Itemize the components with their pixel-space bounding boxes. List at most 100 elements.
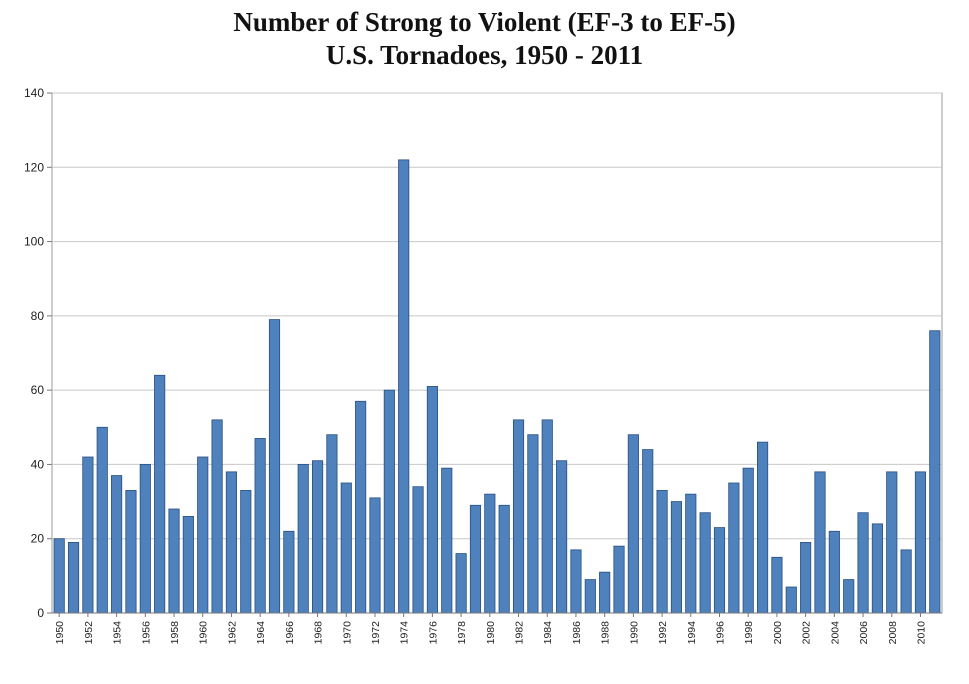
bar-2005 bbox=[843, 579, 855, 614]
y-axis: 0 20 40 60 80 100 120 140 bbox=[24, 86, 52, 620]
bar-1959 bbox=[182, 516, 194, 614]
x-tick-label: 2004 bbox=[829, 621, 841, 645]
bar-1955 bbox=[125, 490, 137, 614]
bar-1971 bbox=[355, 400, 367, 614]
x-tick-label: 2002 bbox=[801, 621, 813, 645]
x-tick-label: 1964 bbox=[255, 621, 267, 645]
bar-1952 bbox=[82, 456, 94, 614]
x-tick-label: 2000 bbox=[772, 621, 784, 645]
x-tick-label: 1992 bbox=[657, 621, 669, 645]
bar-1977 bbox=[441, 467, 453, 614]
x-tick-label: 1976 bbox=[427, 621, 439, 645]
x-tick-label: 1994 bbox=[686, 621, 698, 645]
bar-1994 bbox=[685, 493, 697, 614]
bar-1966 bbox=[283, 530, 295, 614]
x-tick-label: 1952 bbox=[83, 621, 95, 645]
bar-1954 bbox=[111, 475, 123, 614]
bar-1976 bbox=[426, 386, 438, 614]
bar-1990 bbox=[627, 434, 639, 614]
x-tick-label: 1984 bbox=[542, 621, 554, 645]
bar-1978 bbox=[455, 553, 467, 614]
y-tick-label: 40 bbox=[31, 457, 45, 471]
x-tick-label: 1998 bbox=[743, 621, 755, 645]
bar-1973 bbox=[383, 389, 395, 614]
chart-subtitle: U.S. Tornadoes, 1950 - 2011 bbox=[325, 40, 644, 70]
bar-1996 bbox=[713, 527, 726, 614]
bar-1991 bbox=[642, 449, 654, 614]
bar-1956 bbox=[139, 464, 151, 614]
bar-1953 bbox=[96, 426, 108, 614]
bar-1979 bbox=[469, 504, 482, 614]
bar-1986 bbox=[570, 549, 582, 614]
x-tick-label: 1958 bbox=[169, 621, 181, 645]
bar-1950 bbox=[53, 538, 65, 614]
bar-2004 bbox=[828, 530, 840, 614]
bar-2003 bbox=[814, 471, 826, 614]
bar-1989 bbox=[613, 545, 625, 614]
bar-1980 bbox=[484, 493, 496, 614]
bars bbox=[53, 159, 941, 614]
bar-2000 bbox=[771, 556, 783, 614]
bar-1998 bbox=[742, 467, 754, 614]
x-axis: 1950 1952 1954 1956 1958 1960 1962 1964 1966 1968… bbox=[52, 612, 942, 645]
chart-title: Number of Strong to Violent (EF-3 to EF-… bbox=[233, 7, 736, 37]
bar-1984 bbox=[541, 419, 553, 614]
x-tick-label: 1978 bbox=[456, 621, 468, 645]
bar-1995 bbox=[699, 512, 711, 614]
x-tick-label: 1990 bbox=[628, 621, 640, 645]
x-tick-label: 1988 bbox=[600, 621, 612, 645]
bar-1987 bbox=[584, 579, 596, 614]
bar-1974 bbox=[398, 159, 410, 614]
bar-1972 bbox=[369, 497, 381, 614]
bar-1981 bbox=[498, 504, 510, 614]
y-tick-label: 20 bbox=[31, 532, 45, 546]
x-tick-label: 1962 bbox=[226, 621, 238, 645]
bar-1961 bbox=[211, 419, 223, 614]
x-tick-label: 1966 bbox=[284, 621, 296, 645]
y-tick-label: 140 bbox=[24, 86, 44, 100]
bar-2007 bbox=[871, 523, 883, 614]
bar-2009 bbox=[900, 549, 912, 614]
bar-1957 bbox=[154, 374, 166, 614]
bar-2006 bbox=[857, 512, 869, 614]
bar-1985 bbox=[556, 460, 568, 614]
x-tick-label: 1972 bbox=[370, 621, 382, 645]
bar-1970 bbox=[340, 482, 352, 614]
bar-2008 bbox=[886, 471, 898, 614]
x-tick-label: 1986 bbox=[571, 621, 583, 645]
x-tick-label: 1956 bbox=[140, 621, 152, 645]
y-tick-label: 120 bbox=[24, 160, 44, 174]
chart-title-block: Number of Strong to Violent (EF-3 to EF-… bbox=[0, 6, 969, 72]
x-tick-label: 2006 bbox=[858, 621, 870, 645]
bar-1969 bbox=[326, 434, 338, 614]
x-tick-label: 1996 bbox=[715, 621, 727, 645]
x-tick-label: 1954 bbox=[112, 621, 124, 645]
bar-1962 bbox=[225, 471, 238, 614]
y-tick-label: 0 bbox=[37, 606, 44, 620]
bar-1951 bbox=[67, 542, 80, 614]
bar-1982 bbox=[512, 419, 525, 614]
bar-1983 bbox=[527, 434, 539, 614]
x-tick-label: 2010 bbox=[915, 621, 927, 645]
bar-1963 bbox=[240, 490, 252, 614]
bar-1967 bbox=[297, 464, 309, 614]
x-tick-label: 1982 bbox=[514, 621, 526, 645]
x-tick-label: 1974 bbox=[399, 621, 411, 645]
bar-1992 bbox=[656, 490, 668, 614]
gridlines bbox=[51, 92, 943, 614]
bar-1993 bbox=[670, 501, 683, 614]
x-tick-label: 2008 bbox=[887, 621, 899, 645]
bar-1975 bbox=[412, 486, 424, 614]
bar-2001 bbox=[785, 586, 797, 614]
y-tick-label: 60 bbox=[31, 383, 45, 397]
x-tick-label: 1970 bbox=[341, 621, 353, 645]
bar-2010 bbox=[914, 471, 927, 614]
y-tick-label: 100 bbox=[24, 235, 44, 249]
bar-1960 bbox=[197, 456, 209, 614]
bar-2002 bbox=[800, 542, 812, 614]
bar-1988 bbox=[599, 571, 611, 614]
bar-1958 bbox=[168, 508, 180, 614]
bar-1999 bbox=[757, 441, 769, 614]
bar-2011 bbox=[929, 330, 941, 614]
